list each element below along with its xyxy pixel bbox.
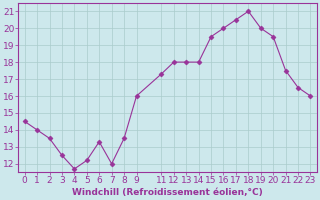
X-axis label: Windchill (Refroidissement éolien,°C): Windchill (Refroidissement éolien,°C) xyxy=(72,188,263,197)
